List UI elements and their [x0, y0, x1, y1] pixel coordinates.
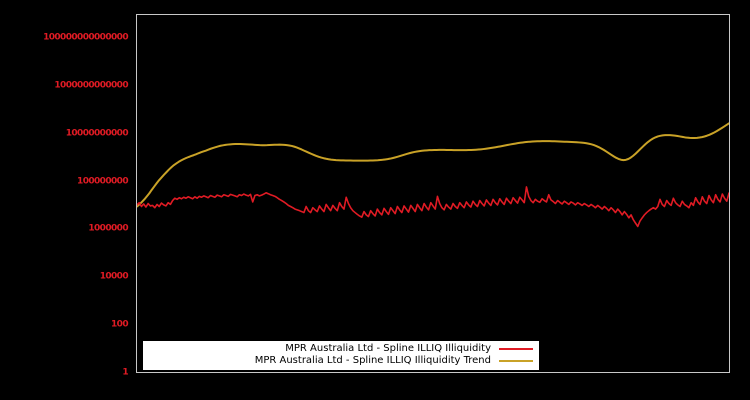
y-tick-label: 100	[111, 319, 129, 330]
series-layer	[137, 15, 729, 372]
legend: MPR Australia Ltd - Spline ILLIQ Illiqui…	[142, 340, 540, 371]
legend-swatch-illiquidity-trend	[499, 360, 533, 362]
legend-swatch-illiquidity	[499, 348, 533, 350]
series-line-trend	[137, 123, 729, 206]
y-tick-label: 100000000000000	[43, 32, 129, 43]
legend-item-illiquidity: MPR Australia Ltd - Spline ILLIQ Illiqui…	[149, 343, 533, 355]
plot-area	[136, 14, 730, 373]
y-axis: 100000000000000 1000000000000 10000000000 1…	[0, 0, 132, 400]
y-tick-label: 1	[122, 367, 128, 378]
y-tick-label: 10000	[99, 271, 129, 282]
legend-label-illiquidity: MPR Australia Ltd - Spline ILLIQ Illiqui…	[285, 343, 491, 354]
y-tick-label: 100000000	[77, 176, 129, 187]
legend-label-illiquidity-trend: MPR Australia Ltd - Spline ILLIQ Illiqui…	[254, 355, 491, 366]
y-tick-label: 1000000000000	[54, 80, 128, 91]
y-tick-label: 1000000	[88, 223, 128, 234]
y-tick-label: 10000000000	[65, 128, 129, 139]
legend-item-illiquidity-trend: MPR Australia Ltd - Spline ILLIQ Illiqui…	[149, 355, 533, 367]
series-line-illiquidity	[137, 187, 729, 227]
